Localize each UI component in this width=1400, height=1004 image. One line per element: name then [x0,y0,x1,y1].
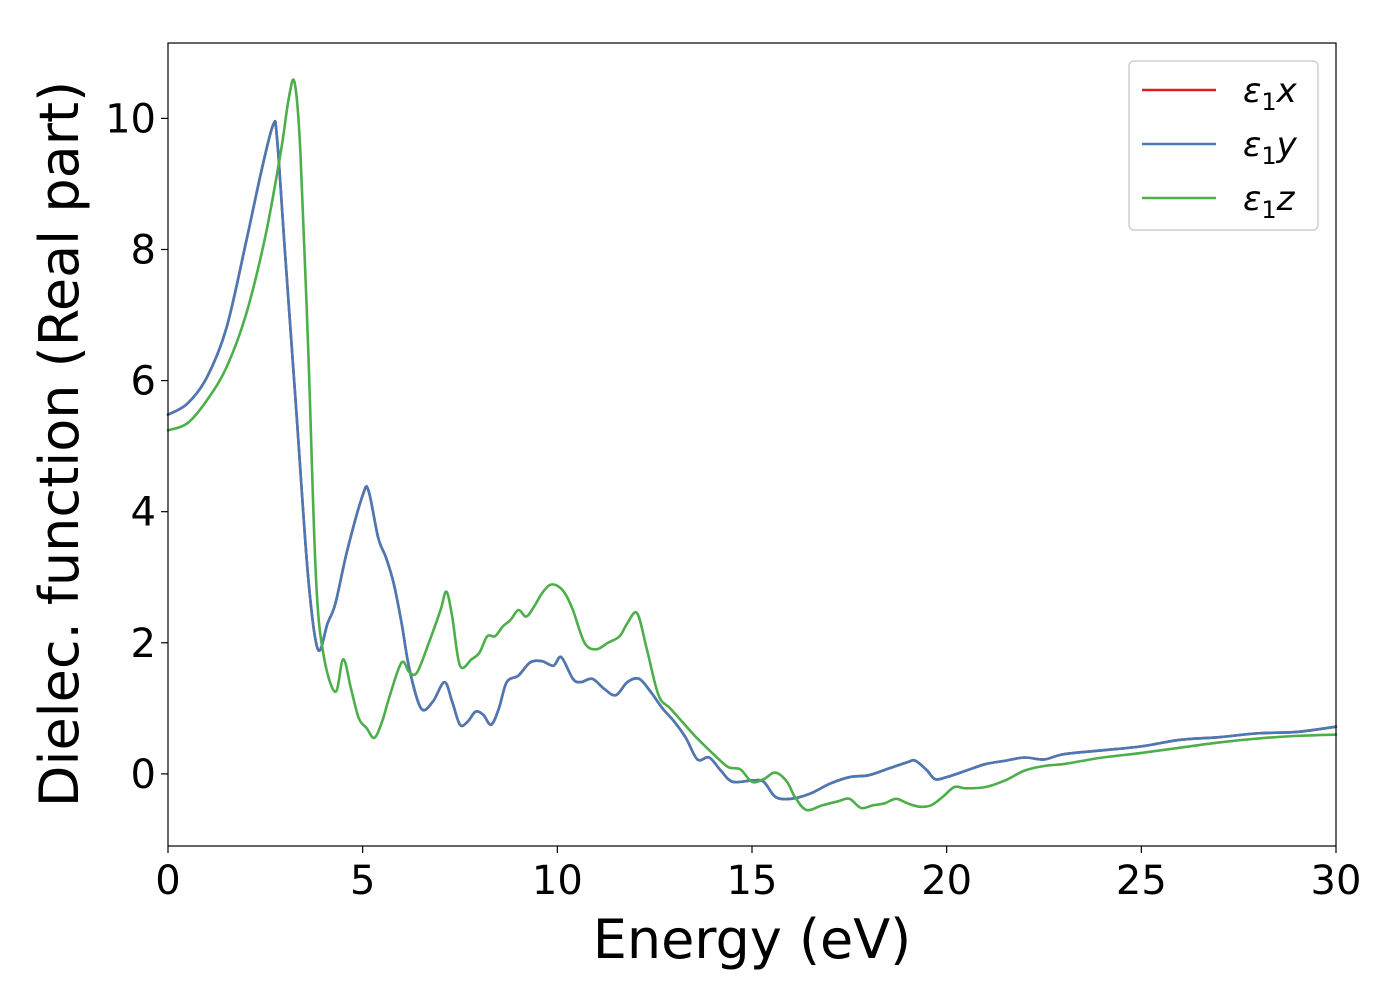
x-tick-label: 25 [1116,858,1167,904]
y-tick-label: 2 [131,621,156,667]
x-axis-ticks: 0 5 10 15 20 25 30 [155,846,1361,904]
y-tick-label: 4 [131,490,156,536]
y-tick-label: 10 [105,96,156,142]
x-tick-label: 10 [532,858,583,904]
y-tick-label: 6 [131,359,156,405]
x-tick-label: 30 [1311,858,1362,904]
y-tick-label: 8 [131,227,156,273]
y-axis-label: Dielec. function (Real part) [28,81,91,807]
x-axis-label: Energy (eV) [593,908,912,971]
y-tick-label: 0 [131,752,156,798]
x-tick-label: 15 [727,858,778,904]
y-axis-ticks: 0 2 4 6 8 10 [105,96,168,798]
x-tick-label: 5 [350,858,375,904]
x-tick-label: 20 [921,858,972,904]
x-tick-label: 0 [155,858,180,904]
